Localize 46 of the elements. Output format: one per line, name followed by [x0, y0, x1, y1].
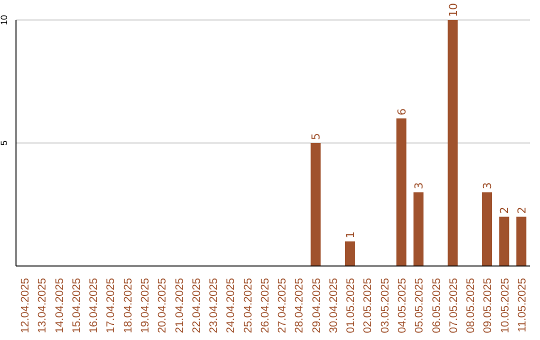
x-tick-label: 22.04.2025: [190, 278, 203, 334]
x-tick-label: 30.04.2025: [328, 278, 340, 334]
x-tick-label: 29.04.2025: [310, 278, 323, 334]
data-label: 5: [310, 133, 323, 140]
x-tick-label: 12.04.2025: [20, 278, 32, 334]
bar: [448, 20, 458, 266]
x-tick-label: 08.05.2025: [465, 278, 478, 334]
data-label: 1: [344, 231, 357, 238]
bar: [344, 241, 355, 266]
data-label: 10: [446, 3, 460, 17]
x-tick-label: 06.05.2025: [430, 278, 443, 334]
x-tick-label: 04.05.2025: [396, 278, 408, 334]
x-tick-label: 01.05.2025: [345, 278, 358, 334]
x-tick-label: 16.04.2025: [88, 278, 100, 334]
x-tick-label: 21.04.2025: [174, 278, 186, 334]
x-tick-label: 28.04.2025: [294, 278, 306, 334]
x-tick-label: 18.04.2025: [122, 278, 134, 334]
x-tick-label: 24.04.2025: [225, 278, 238, 334]
x-tick-label: 09.05.2025: [482, 278, 494, 334]
x-tick-label: 11.05.2025: [516, 278, 528, 332]
x-tick-label: 05.05.2025: [414, 278, 426, 334]
x-tick-label: 02.05.2025: [362, 278, 374, 334]
bar: [516, 216, 526, 266]
bar: [310, 143, 321, 266]
data-label: 6: [395, 108, 408, 116]
x-tick-label: 26.04.2025: [259, 278, 272, 334]
x-tick-label: 03.05.2025: [379, 278, 392, 334]
data-label: 3: [481, 182, 494, 190]
bar: [413, 192, 424, 266]
bar: [396, 118, 406, 266]
x-tick-label: 13.04.2025: [36, 278, 49, 334]
x-tick-label: 17.04.2025: [105, 278, 118, 334]
x-tick-label: 19.04.2025: [140, 278, 152, 334]
x-tick-label: 10.05.2025: [499, 278, 512, 334]
x-tick-label: 25.04.2025: [242, 278, 254, 334]
data-label: 2: [515, 206, 528, 214]
x-tick-label: 27.04.2025: [276, 278, 289, 334]
x-tick-label: 15.04.2025: [70, 278, 83, 334]
bar: [499, 216, 510, 266]
x-tick-label: 23.04.2025: [208, 278, 220, 334]
x-tick-label: 14.04.2025: [54, 278, 66, 334]
x-tick-label: 07.05.2025: [448, 278, 460, 334]
data-label: 3: [412, 182, 426, 190]
x-tick-label: 20.04.2025: [156, 278, 169, 334]
bar: [482, 192, 492, 266]
data-label: 2: [498, 206, 512, 214]
